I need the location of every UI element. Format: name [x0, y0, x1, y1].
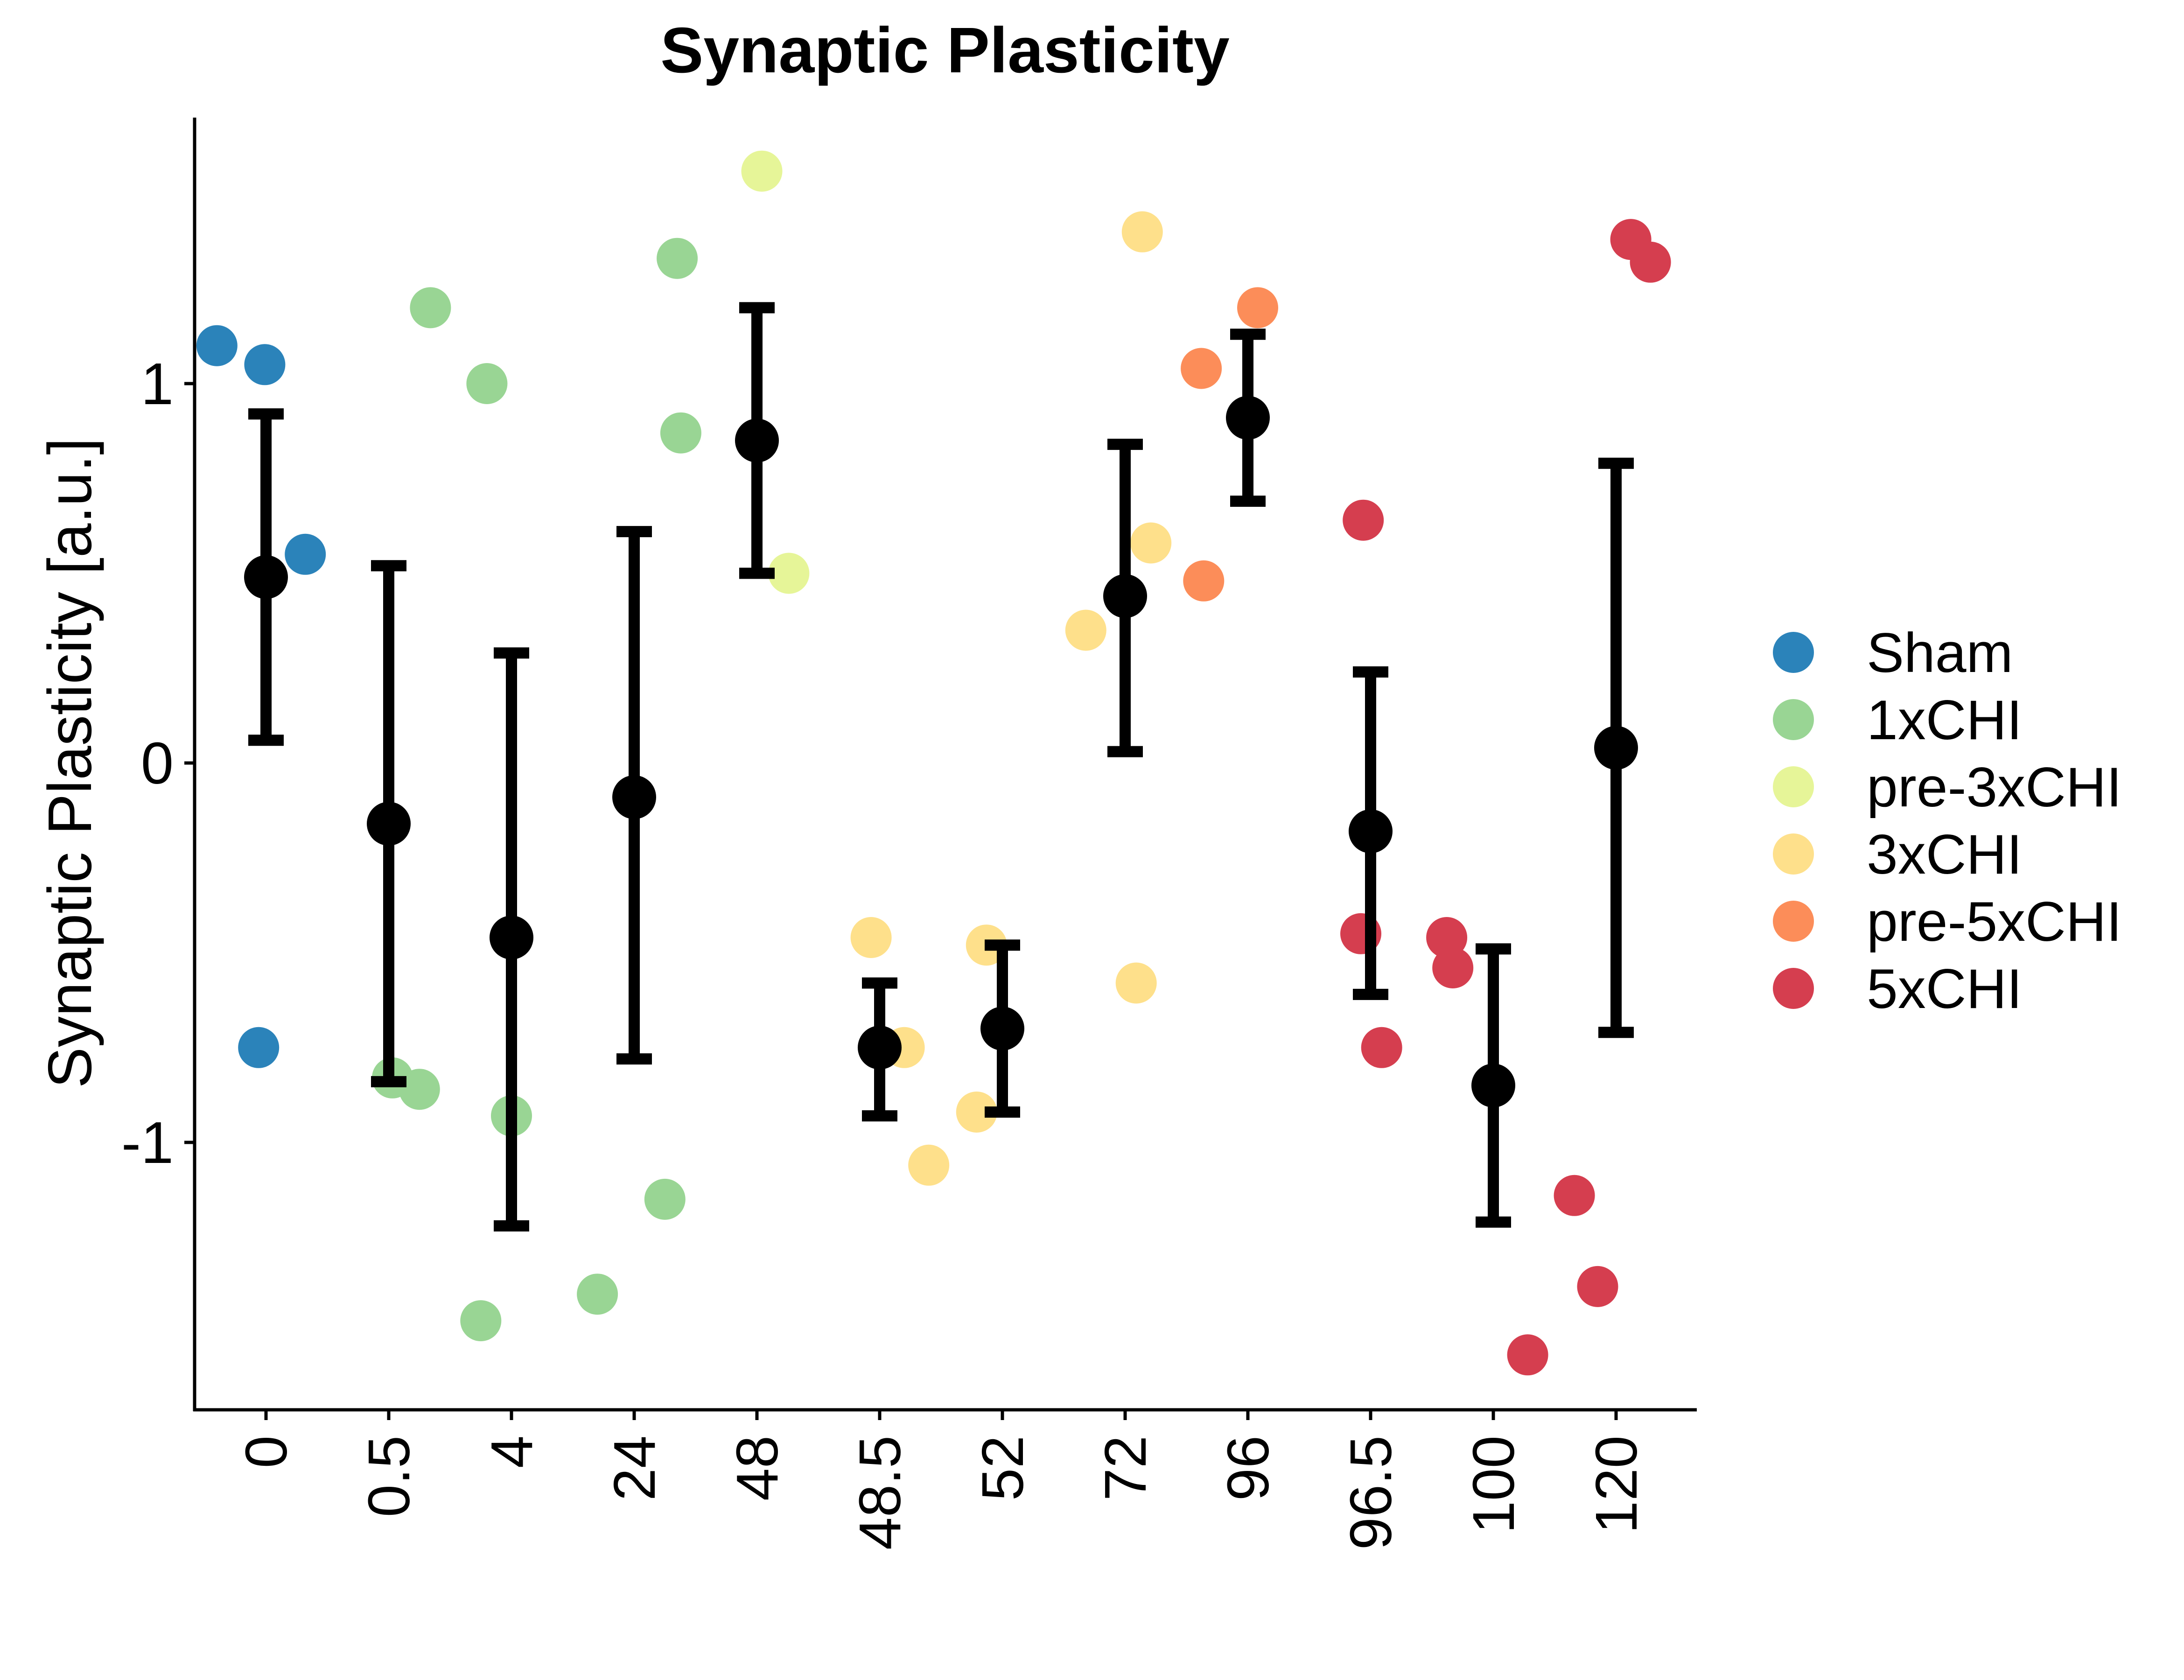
mean-point-48: [735, 418, 779, 462]
x-tick-label-96-5: 96.5: [1338, 1435, 1404, 1550]
y-axis-label: Synaptic Plasticity [a.u.]: [35, 438, 104, 1088]
data-point-pre-5xchi-26: [1237, 287, 1278, 329]
summary-4: [490, 647, 533, 1232]
x-tick-label-48: 48: [724, 1435, 790, 1501]
data-point-1xchi-10: [460, 1300, 502, 1342]
legend-label-pre-5xchi: pre-5xCHI: [1867, 890, 2122, 953]
legend-entry-pre-5xchi: pre-5xCHI: [1773, 890, 2122, 953]
legend-label-3xchi: 3xCHI: [1867, 823, 2022, 886]
y-axis-ticks: -1 0 1: [121, 351, 195, 1176]
legend-swatch-5xchi: [1773, 968, 1814, 1009]
legend-entry-3xchi: 3xCHI: [1773, 823, 2022, 886]
data-point-1xchi-14: [644, 1178, 686, 1220]
data-point-1xchi-12: [657, 238, 698, 279]
mean-point-0: [244, 555, 288, 599]
x-tick-label-24: 24: [602, 1435, 667, 1501]
mean-point-4: [490, 915, 533, 959]
data-point-1xchi-6: [466, 363, 508, 404]
x-tick-label-120: 120: [1583, 1435, 1649, 1533]
summary-72: [1103, 439, 1147, 757]
y-tick-label-1: -1: [121, 1110, 174, 1176]
summary-48: [735, 302, 779, 579]
data-point-sham-4: [238, 1027, 280, 1068]
mean-point-96: [1226, 396, 1270, 440]
data-points: [196, 150, 1671, 1376]
legend-swatch-3xchi: [1773, 833, 1814, 875]
data-point-3xchi-24: [1065, 609, 1106, 651]
summary-100: [1471, 943, 1515, 1228]
legend-entry-pre-3xchi: pre-3xCHI: [1773, 756, 2122, 819]
legend-entry-1xchi: 1xCHI: [1773, 689, 2022, 751]
data-point-3xchi-25: [1115, 962, 1157, 1004]
data-point-5xchi-31: [1361, 1027, 1402, 1068]
mean-point-24: [612, 775, 656, 819]
y-tick-label-1: 1: [141, 351, 174, 417]
data-point-sham-2: [244, 344, 286, 385]
legend-label-1xchi: 1xCHI: [1867, 689, 2022, 751]
summary-24: [612, 526, 656, 1065]
legend-swatch-sham: [1773, 632, 1814, 673]
legend-swatch-pre-3xchi: [1773, 766, 1814, 807]
legend-swatch-1xchi: [1773, 699, 1814, 740]
data-point-1xchi-8: [399, 1069, 440, 1110]
summary-120: [1594, 457, 1638, 1038]
legend-entry-sham: Sham: [1773, 622, 2013, 684]
data-point-5xchi-34: [1507, 1334, 1548, 1376]
x-tick-label-100: 100: [1461, 1435, 1526, 1533]
legend-label-pre-3xchi: pre-3xCHI: [1867, 756, 2122, 819]
x-axis-ticks: 0 0.5 4 24 48 48.5 52 72 96 96.5 100 120: [233, 1410, 1649, 1550]
chart-title: Synaptic Plasticity: [660, 14, 1230, 86]
mean-point-120: [1594, 726, 1638, 770]
mean-point-0-5: [367, 802, 411, 846]
summary-48-5: [858, 977, 902, 1122]
data-point-1xchi-5: [410, 287, 451, 329]
data-point-3xchi-23: [1130, 522, 1172, 564]
mean-point-100: [1471, 1064, 1515, 1108]
mean-point-96-5: [1349, 809, 1393, 854]
data-point-1xchi-13: [660, 412, 701, 454]
x-tick-label-96: 96: [1215, 1435, 1281, 1501]
data-point-3xchi-22: [1121, 211, 1163, 252]
data-point-3xchi-17: [850, 917, 892, 958]
data-point-1xchi-11: [577, 1274, 618, 1315]
summary-0: [244, 408, 288, 746]
summary-0-5: [367, 560, 411, 1087]
data-point-3xchi-19: [908, 1144, 950, 1186]
data-point-5xchi-29: [1343, 499, 1384, 541]
data-point-pre-5xchi-28: [1183, 560, 1225, 602]
x-tick-label-0-5: 0.5: [356, 1435, 422, 1517]
x-tick-label-4: 4: [479, 1435, 545, 1468]
legend-label-sham: Sham: [1867, 622, 2013, 684]
x-tick-label-72: 72: [1092, 1435, 1158, 1501]
mean-point-48-5: [858, 1025, 902, 1070]
data-point-5xchi-38: [1630, 241, 1671, 283]
data-point-5xchi-33: [1432, 947, 1474, 988]
summary-52: [980, 939, 1024, 1118]
data-point-sham-3: [285, 533, 326, 575]
x-tick-label-48-5: 48.5: [847, 1435, 913, 1550]
data-point-5xchi-36: [1577, 1266, 1618, 1307]
y-tick-label-0: 0: [141, 730, 174, 796]
data-point-pre-3xchi-16: [768, 553, 810, 594]
data-point-3xchi-21: [956, 1092, 997, 1133]
x-tick-label-0: 0: [233, 1435, 299, 1468]
data-point-5xchi-35: [1554, 1175, 1595, 1216]
legend-label-5xchi: 5xCHI: [1867, 958, 2022, 1020]
data-point-sham-1: [196, 325, 238, 366]
mean-point-52: [980, 1007, 1024, 1051]
mean-point-72: [1103, 574, 1147, 618]
legend-swatch-pre-5xchi: [1773, 901, 1814, 942]
summary-96-5: [1349, 666, 1393, 1000]
data-point-pre-3xchi-15: [741, 150, 783, 192]
legend-entry-5xchi: 5xCHI: [1773, 958, 2022, 1020]
summary-96: [1226, 329, 1270, 507]
data-point-pre-5xchi-27: [1181, 348, 1222, 389]
x-tick-label-52: 52: [970, 1435, 1036, 1501]
summary-error-bars: [244, 302, 1638, 1232]
